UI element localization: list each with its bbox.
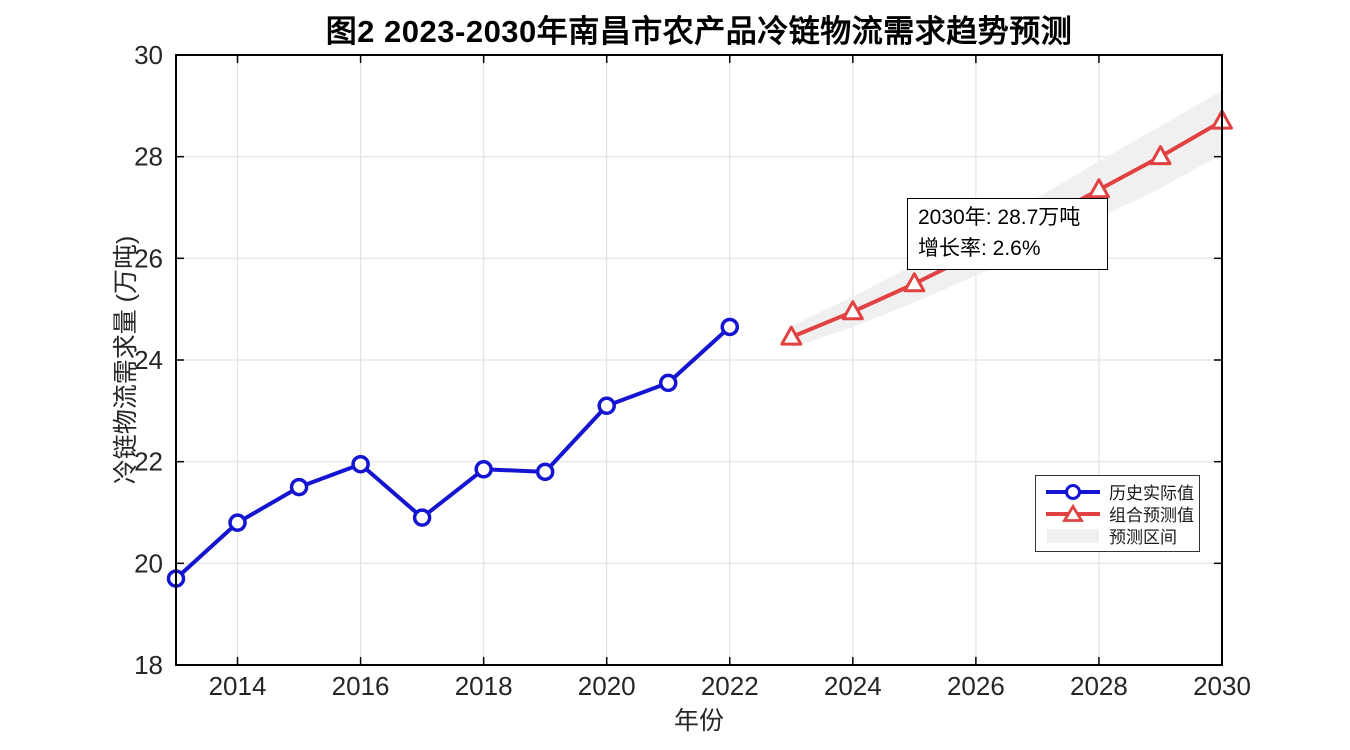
- svg-text:2020: 2020: [578, 671, 636, 701]
- svg-text:22: 22: [134, 447, 163, 477]
- annotation-forecast-value: 2030年: 28.7万吨: [918, 206, 1081, 229]
- svg-text:2024: 2024: [824, 671, 882, 701]
- tick-marks: [176, 54, 1223, 666]
- svg-text:26: 26: [134, 243, 163, 273]
- data-point-marker: [535, 462, 555, 482]
- data-point-marker: [474, 460, 493, 479]
- svg-text:2028: 2028: [1070, 671, 1128, 701]
- data-point-marker: [903, 272, 926, 293]
- svg-text:2014: 2014: [209, 671, 267, 701]
- prediction-interval-swatch-icon: [1047, 528, 1099, 543]
- legend-item-band: 预测区间: [1044, 525, 1191, 547]
- legend-label-band: 预测区间: [1109, 528, 1177, 547]
- x-axis-label: 年份: [673, 707, 724, 735]
- legend-item-forecast: 组合预测值: [1044, 503, 1194, 525]
- svg-text:30: 30: [134, 40, 163, 70]
- historical-line-circle-marker-icon: [1046, 483, 1100, 500]
- legend: 历史实际值 组合预测值 预测区间: [1035, 475, 1200, 552]
- data-point-marker: [289, 477, 309, 497]
- legend-label-forecast: 组合预测值: [1109, 506, 1194, 525]
- annotation-growth-rate: 增长率: 2.6%: [918, 237, 1041, 260]
- forecast-line-triangle-marker-icon: [1046, 503, 1100, 522]
- data-point-marker: [412, 508, 432, 527]
- svg-text:2030: 2030: [1193, 671, 1251, 701]
- data-point-marker: [658, 373, 678, 393]
- data-point-marker: [780, 325, 803, 346]
- data-point-marker: [228, 513, 247, 532]
- svg-text:2022: 2022: [701, 671, 759, 701]
- data-point-marker: [1087, 178, 1110, 199]
- gridlines: [176, 54, 1223, 666]
- svg-text:24: 24: [134, 345, 163, 375]
- svg-text:20: 20: [134, 548, 163, 578]
- data-point-marker: [1149, 145, 1172, 166]
- data-point-marker: [841, 300, 864, 321]
- legend-label-historical: 历史实际值: [1109, 484, 1194, 503]
- svg-text:2018: 2018: [455, 671, 513, 701]
- svg-text:28: 28: [134, 142, 163, 172]
- annotation-box: 2030年: 28.7万吨 增长率: 2.6%: [907, 198, 1108, 270]
- svg-text:18: 18: [134, 650, 163, 680]
- x-tick-labels: 2014 2016 2018 2020 2022 2024 2026 2028 2030: [209, 671, 1251, 701]
- historical-series: [166, 317, 740, 588]
- legend-item-historical: 历史实际值: [1044, 481, 1194, 503]
- y-tick-labels: 18 20 22 24 26 28 30: [134, 40, 163, 680]
- data-point-marker: [351, 454, 370, 474]
- data-point-marker: [720, 317, 740, 337]
- svg-text:2026: 2026: [947, 671, 1005, 701]
- svg-text:2016: 2016: [332, 671, 390, 701]
- chart-title: 图2 2023-2030年南昌市农产品冷链物流需求趋势预测: [325, 14, 1073, 49]
- data-point-marker: [597, 396, 616, 415]
